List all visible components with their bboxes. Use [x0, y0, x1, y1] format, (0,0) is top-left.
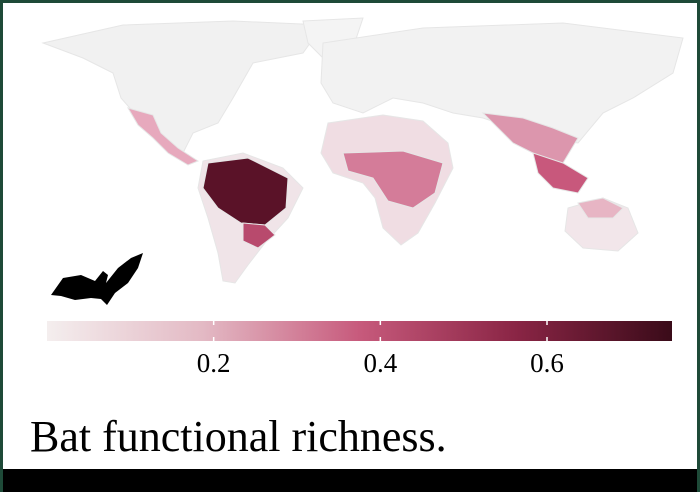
africa-tropics [342, 150, 444, 209]
australia-north [577, 197, 624, 219]
figure: Bat functional richness. 0.2 0.4 0.6 [3, 17, 697, 492]
north-america [41, 20, 324, 154]
world-map [41, 17, 684, 284]
colorbar-tick-label: 0.6 [530, 348, 564, 378]
colorbar [47, 321, 672, 341]
colorbar-tick-label: 0.2 [197, 348, 231, 378]
brazil-mid [242, 222, 276, 249]
central-america [126, 107, 200, 166]
bottom-band [3, 469, 697, 492]
southeast-asia [532, 152, 589, 194]
colorbar-tick-label: 0.4 [363, 348, 397, 378]
bat-silhouette [51, 253, 143, 305]
caption: Bat functional richness. [30, 412, 447, 461]
